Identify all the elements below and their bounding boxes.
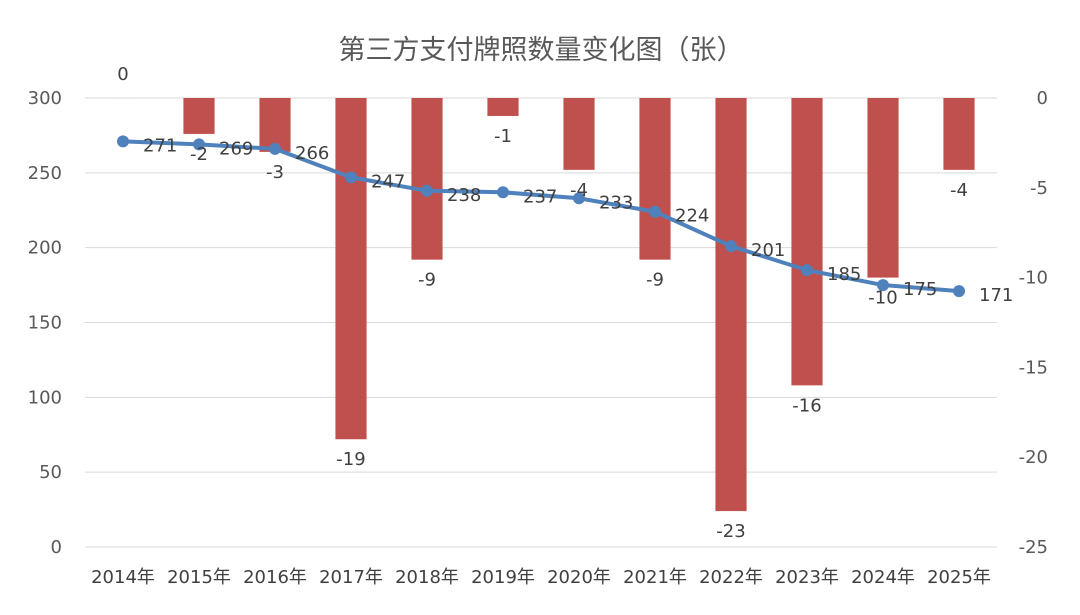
- line-value-label: 266: [295, 143, 329, 164]
- x-tick-label: 2022年: [699, 567, 763, 588]
- line-point: [649, 205, 661, 218]
- line-point: [345, 171, 357, 184]
- bar-value-label: -16: [792, 395, 821, 416]
- left-axis: 0 50 100 150 200 250 300: [28, 88, 62, 558]
- bar: [715, 98, 747, 512]
- chart-title: 第三方支付牌照数量变化图（张）: [339, 35, 744, 66]
- left-tick-label: 300: [28, 88, 62, 109]
- right-tick-label: -10: [1019, 268, 1048, 289]
- x-tick-label: 2018年: [395, 567, 459, 588]
- bar-value-label: -2: [190, 144, 208, 165]
- bar-value-label: -1: [494, 126, 512, 147]
- left-tick-label: 50: [39, 462, 62, 483]
- line-point: [269, 142, 281, 155]
- line-point: [421, 184, 433, 197]
- data-labels: 0 -2 -3 -19 -9 -1 -4 -9 -23 -16 -10 -4 271 269 266 247 2…: [117, 64, 1013, 542]
- line-series: [117, 135, 965, 298]
- x-tick-label: 2015年: [167, 567, 231, 588]
- bar-value-label: 0: [117, 64, 128, 85]
- line-point: [725, 240, 737, 253]
- right-tick-label: 0: [1037, 88, 1048, 109]
- x-tick-label: 2023年: [775, 567, 839, 588]
- x-tick-label: 2016年: [243, 567, 307, 588]
- line-value-label: 185: [827, 264, 861, 285]
- right-axis: 0 -5 -10 -15 -20 -25: [1019, 88, 1048, 558]
- bar-value-label: -3: [266, 162, 284, 183]
- bar: [791, 98, 823, 386]
- bar-value-label: -4: [950, 180, 968, 201]
- bar-value-label: -9: [646, 270, 664, 291]
- x-tick-label: 2021年: [623, 567, 687, 588]
- x-tick-label: 2014年: [91, 567, 155, 588]
- x-tick-label: 2019年: [471, 567, 535, 588]
- line-point: [497, 186, 509, 199]
- bar-series: [107, 98, 975, 512]
- line-value-label: 171: [979, 285, 1013, 306]
- line-point: [573, 192, 585, 205]
- x-tick-label: 2017年: [319, 567, 383, 588]
- bar-value-label: -10: [868, 288, 897, 309]
- left-tick-label: 200: [28, 238, 62, 259]
- x-tick-label: 2024年: [851, 567, 915, 588]
- line-value-label: 238: [447, 185, 481, 206]
- line-value-label: 247: [371, 171, 405, 192]
- bar: [943, 98, 975, 170]
- line-value-label: 175: [903, 279, 937, 300]
- bar: [639, 98, 671, 260]
- line-value-label: 201: [751, 240, 785, 261]
- line-point: [877, 279, 889, 292]
- line-value-label: 233: [599, 192, 633, 213]
- bar-value-label: -23: [716, 521, 745, 542]
- right-tick-label: -5: [1030, 178, 1048, 199]
- bar: [335, 98, 367, 440]
- line-value-label: 237: [523, 186, 557, 207]
- line-path: [122, 139, 960, 294]
- bar-value-label: -4: [570, 180, 588, 201]
- bar-value-label: -9: [418, 270, 436, 291]
- right-tick-label: -15: [1019, 357, 1048, 378]
- line-point: [801, 264, 813, 277]
- line-value-label: 224: [675, 206, 709, 227]
- left-tick-label: 150: [28, 313, 62, 334]
- bar-value-label: -19: [336, 449, 365, 470]
- line-point: [117, 135, 129, 148]
- left-tick-label: 100: [28, 387, 62, 408]
- left-tick-label: 0: [51, 537, 62, 558]
- line-point: [953, 285, 965, 298]
- bar: [487, 98, 519, 116]
- right-tick-label: -20: [1019, 447, 1048, 468]
- x-tick-label: 2025年: [927, 567, 991, 588]
- right-tick-label: -25: [1019, 537, 1048, 558]
- line-point: [193, 138, 205, 151]
- line-value-label: 271: [143, 135, 177, 156]
- bar: [563, 98, 595, 170]
- x-axis: 2014年 2015年 2016年 2017年 2018年 2019年 2020年 2021年…: [91, 567, 991, 588]
- left-tick-label: 250: [28, 163, 62, 184]
- bar: [183, 98, 215, 134]
- bar: [411, 98, 443, 260]
- gridlines: [85, 97, 997, 548]
- x-tick-label: 2020年: [547, 567, 611, 588]
- bar: [867, 98, 899, 278]
- line-value-label: 269: [219, 138, 253, 159]
